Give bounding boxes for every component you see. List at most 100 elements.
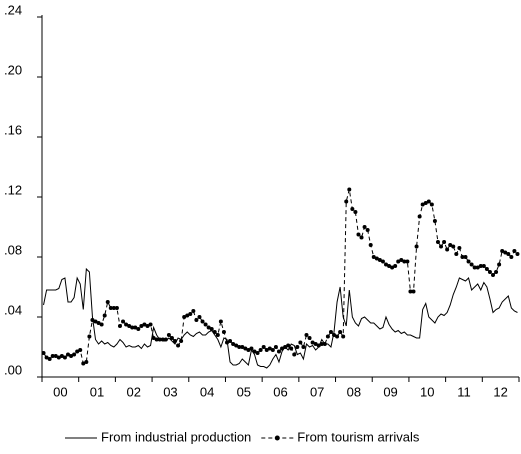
- series-marker: [121, 319, 126, 324]
- x-tick-label: 07: [310, 384, 324, 399]
- series-marker: [191, 309, 196, 313]
- y-tick-label: .24: [4, 2, 22, 17]
- series-marker: [332, 333, 337, 337]
- series-marker: [426, 199, 431, 204]
- series-marker: [512, 249, 517, 253]
- x-tick-label: 00: [53, 384, 67, 399]
- series-marker: [124, 322, 129, 327]
- series-marker: [252, 349, 257, 354]
- x-tick-label: 01: [90, 384, 104, 399]
- series-marker: [105, 300, 110, 304]
- series-marker: [289, 346, 294, 351]
- y-tick-label: .00: [4, 362, 22, 377]
- series-marker: [237, 345, 242, 349]
- series-marker: [396, 259, 401, 264]
- series-marker: [347, 187, 352, 192]
- legend-label: From tourism arrivals: [297, 429, 420, 444]
- series-marker: [209, 327, 214, 331]
- series-marker: [127, 324, 132, 328]
- series-marker: [356, 232, 361, 237]
- series-marker: [286, 343, 291, 348]
- series-marker: [261, 345, 266, 349]
- series-marker: [429, 202, 434, 207]
- x-tick-label: 10: [420, 384, 434, 399]
- series-marker: [448, 243, 453, 247]
- series-marker: [90, 318, 95, 322]
- series-marker: [491, 273, 496, 277]
- series-marker: [341, 334, 346, 339]
- series-marker: [96, 321, 101, 325]
- x-tick-label: 04: [200, 384, 214, 399]
- series-marker: [87, 334, 92, 339]
- series-marker: [258, 348, 263, 352]
- series-marker: [108, 306, 113, 310]
- x-tick-label: 11: [457, 384, 471, 399]
- series-marker: [292, 352, 297, 357]
- legend-marker: [274, 435, 280, 441]
- series-marker: [414, 244, 419, 249]
- series-marker: [218, 319, 223, 324]
- series-marker: [133, 325, 138, 330]
- series-marker: [411, 289, 416, 294]
- series-marker: [215, 333, 220, 337]
- series-marker: [194, 318, 199, 322]
- series-marker: [59, 354, 64, 358]
- series-marker: [310, 340, 315, 345]
- series-marker: [47, 357, 52, 361]
- series-marker: [420, 202, 425, 207]
- series-marker: [166, 333, 171, 337]
- series-marker: [188, 312, 193, 316]
- series-marker: [50, 354, 55, 358]
- series-marker: [62, 355, 67, 360]
- series-marker: [359, 235, 364, 240]
- series-marker: [374, 256, 379, 261]
- series-marker: [283, 345, 288, 349]
- series-marker: [206, 325, 211, 330]
- series-marker: [136, 327, 141, 331]
- series-marker: [472, 265, 477, 270]
- series-marker: [102, 313, 107, 318]
- series-marker: [228, 339, 233, 343]
- series-marker: [393, 264, 398, 268]
- series-marker: [475, 265, 480, 270]
- series-marker: [484, 267, 489, 271]
- series-marker: [442, 240, 447, 244]
- series-marker: [463, 255, 468, 259]
- series-marker: [454, 252, 459, 256]
- series-marker: [160, 337, 165, 342]
- series-line: [43, 189, 518, 365]
- series-marker: [335, 334, 340, 339]
- series-marker: [362, 225, 367, 229]
- series-marker: [139, 324, 144, 328]
- series-marker: [276, 349, 281, 354]
- series-marker: [423, 201, 428, 205]
- series-marker: [469, 262, 474, 267]
- series-marker: [353, 210, 358, 214]
- series-marker: [307, 336, 312, 340]
- series-marker: [350, 207, 355, 211]
- series-marker: [240, 345, 245, 349]
- series-marker: [145, 324, 150, 328]
- series-marker: [224, 340, 229, 345]
- series-marker: [270, 348, 275, 352]
- series-marker: [65, 352, 70, 357]
- series-marker: [114, 306, 119, 310]
- series-marker: [295, 345, 300, 349]
- series-marker: [509, 255, 514, 259]
- series-marker: [93, 319, 98, 324]
- series-marker: [246, 348, 251, 352]
- series-marker: [503, 250, 508, 255]
- series-marker: [99, 322, 104, 327]
- series-marker: [380, 259, 385, 264]
- series-marker: [383, 262, 388, 267]
- series-marker: [460, 255, 465, 259]
- y-tick-label: .08: [4, 242, 22, 257]
- series-marker: [212, 330, 217, 334]
- series-marker: [255, 351, 260, 355]
- x-tick-label: 08: [347, 384, 361, 399]
- y-tick-label: .12: [4, 182, 22, 197]
- series-marker: [322, 342, 327, 346]
- series-marker: [417, 214, 422, 219]
- series-marker: [154, 337, 159, 342]
